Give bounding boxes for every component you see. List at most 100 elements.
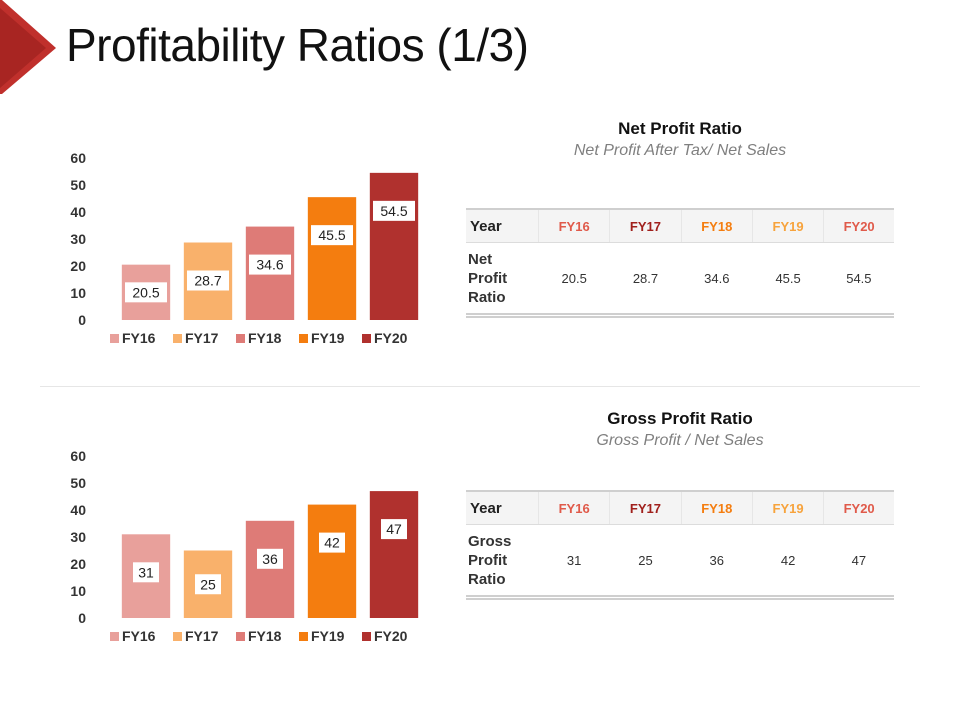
legend-swatch: [362, 632, 371, 641]
y-tick-label: 20: [70, 556, 86, 572]
table-cell: 36: [709, 552, 725, 568]
y-tick-label: 10: [70, 583, 86, 599]
row-label: Net Profit Ratio: [466, 243, 539, 316]
data-label: 54.5: [380, 203, 407, 219]
y-tick-label: 0: [78, 312, 86, 328]
col-header-fy18: FY18: [680, 209, 753, 243]
data-label: 25: [200, 576, 216, 592]
data-label-box: [133, 562, 159, 583]
y-tick-label: 30: [70, 231, 86, 247]
legend-label: FY19: [311, 628, 345, 644]
legend-swatch: [236, 334, 245, 343]
legend-swatch: [362, 334, 371, 343]
table-cell: 42: [780, 552, 796, 568]
legend-label: FY20: [374, 330, 408, 346]
col-header-fy20: FY20: [823, 491, 894, 525]
y-tick-label: 40: [70, 502, 86, 518]
y-tick-label: 50: [70, 475, 86, 491]
y-tick-label: 60: [70, 448, 86, 464]
data-label: 28.7: [194, 273, 221, 289]
data-label: 45.5: [318, 227, 345, 243]
data-label-box: [373, 200, 415, 221]
legend-swatch: [173, 334, 182, 343]
bar-fy20: [369, 172, 419, 320]
data-label: 20.5: [132, 284, 159, 300]
gross-profit-panel: Gross Profit Ratio Gross Profit / Net Sa…: [466, 408, 894, 600]
data-label-box: [187, 270, 229, 291]
col-header-fy16: FY16: [537, 491, 610, 525]
col-header-fy19: FY19: [751, 209, 824, 243]
data-label-box: [257, 548, 283, 569]
y-tick-label: 30: [70, 529, 86, 545]
net-profit-subtitle: Net Profit After Tax/ Net Sales: [573, 142, 787, 159]
gross-profit-chart-svg: 0 10 20 30 40 50 60 31 25 36 42 47 FY16 FY17 FY18 FY19 F…: [70, 448, 419, 644]
legend-label: FY16: [122, 628, 156, 644]
legend-label: FY16: [122, 330, 156, 346]
legend-swatch: [173, 632, 182, 641]
data-label: 31: [138, 564, 154, 580]
data-label-box: [319, 532, 345, 553]
y-tick-label: 50: [70, 177, 86, 193]
year-header: Year: [466, 209, 539, 243]
section-divider: [40, 386, 920, 387]
legend-label: FY17: [185, 330, 219, 346]
table-cell: 54.5: [846, 270, 872, 286]
legend-label: FY19: [311, 330, 345, 346]
net-profit-table: Year FY16 FY17 FY18 FY19 FY20 Net Profit…: [466, 208, 894, 318]
col-header-fy19: FY19: [751, 491, 824, 525]
y-tick-label: 10: [70, 285, 86, 301]
row-label: Gross Profit Ratio: [466, 525, 539, 598]
legend-swatch: [110, 632, 119, 641]
col-header-fy20: FY20: [823, 209, 894, 243]
row-label-text: Gross Profit Ratio: [468, 532, 512, 588]
year-header: Year: [466, 491, 539, 525]
gross-profit-chart: 0 10 20 30 40 50 60 31 25 36 42 47 FY16 FY17 FY18 FY19 F…: [55, 438, 435, 658]
net-profit-chart-svg: 0 10 20 30 40 50 60 20.5 28.7 34.6 45.5 54.5 FY16 FY1…: [70, 150, 419, 346]
table-cell: 45.5: [775, 270, 801, 286]
y-tick-label: 0: [78, 610, 86, 626]
corner-arrow-icon: [0, 0, 56, 94]
data-label-box: [381, 519, 407, 540]
data-label-box: [125, 282, 167, 303]
net-profit-panel: Net Profit Ratio Net Profit After Tax/ N…: [466, 118, 894, 318]
bar-fy18: [245, 520, 295, 618]
data-label-box: [195, 574, 221, 595]
y-tick-label: 60: [70, 150, 86, 166]
row-label-text: Net Profit Ratio: [468, 250, 508, 306]
table-header-row: Year FY16 FY17 FY18 FY19 FY20: [466, 491, 894, 525]
table-cell: 47: [851, 552, 867, 568]
table-cell: 31: [566, 552, 582, 568]
legend-label: FY20: [374, 628, 408, 644]
table-cell: 25: [638, 552, 653, 568]
legend-swatch: [299, 632, 308, 641]
col-header-fy16: FY16: [537, 209, 610, 243]
table-cell: 28.7: [632, 270, 659, 286]
legend-label: FY17: [185, 628, 219, 644]
table-cell: 20.5: [561, 270, 587, 286]
gross-profit-title: Gross Profit Ratio: [607, 409, 753, 428]
net-profit-chart: 0 10 20 30 40 50 60 20.5 28.7 34.6 45.5 54.5 FY16 FY1…: [55, 140, 435, 360]
col-header-fy18: FY18: [680, 491, 753, 525]
gross-profit-table: Year FY16 FY17 FY18 FY19 FY20 Gross Prof…: [466, 490, 894, 600]
data-label-box: [249, 254, 291, 275]
bar-fy19: [307, 504, 357, 618]
gross-profit-header: Gross Profit Ratio Gross Profit / Net Sa…: [466, 408, 894, 452]
col-header-fy17: FY17: [609, 491, 682, 525]
bar-fy19: [307, 197, 357, 320]
legend-swatch: [236, 632, 245, 641]
table-header-row: Year FY16 FY17 FY18 FY19 FY20: [466, 209, 894, 243]
col-header-fy17: FY17: [609, 209, 682, 243]
net-profit-title: Net Profit Ratio: [618, 119, 742, 138]
table-row: Gross Profit Ratio 31 25 36 42 47: [466, 525, 894, 598]
legend-label: FY18: [248, 628, 282, 644]
y-tick-label: 20: [70, 258, 86, 274]
gross-profit-subtitle: Gross Profit / Net Sales: [596, 432, 764, 449]
data-label: 47: [386, 521, 402, 537]
table-row: Net Profit Ratio 20.5 28.7 34.6 45.5 54.…: [466, 243, 894, 316]
net-profit-header: Net Profit Ratio Net Profit After Tax/ N…: [466, 118, 894, 162]
bar-fy20: [369, 491, 419, 618]
data-label: 34.6: [256, 257, 283, 273]
legend-label: FY18: [248, 330, 282, 346]
y-tick-label: 40: [70, 204, 86, 220]
data-label: 42: [324, 535, 340, 551]
